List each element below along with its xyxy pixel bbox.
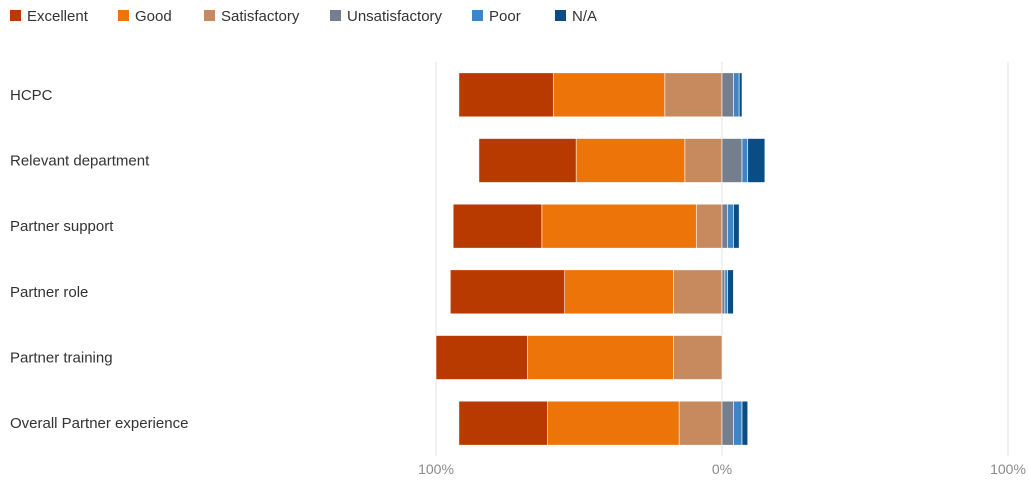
legend[interactable]: Excellent Good Satisfactory Unsatisfactory P… xyxy=(10,8,597,25)
bar-row-partner-training xyxy=(435,335,723,380)
category-label-partner-training: Partner training xyxy=(10,350,113,367)
legend-swatch-good xyxy=(118,10,129,21)
x-tick-label-2: 100% xyxy=(990,461,1026,477)
bar-partner-role-n-a[interactable] xyxy=(727,269,734,315)
category-label-hcpc: HCPC xyxy=(10,87,53,104)
bar-partner-role-excellent[interactable] xyxy=(449,269,565,315)
bar-partner-support-good[interactable] xyxy=(541,203,697,249)
bar-overall-partner-experience-excellent[interactable] xyxy=(458,400,548,446)
bar-hcpc-n-a[interactable] xyxy=(738,72,743,118)
bar-partner-support-unsatisfactory[interactable] xyxy=(721,203,729,249)
bar-relevant-department-n-a[interactable] xyxy=(747,138,766,183)
bar-relevant-department-excellent[interactable] xyxy=(478,138,577,183)
bar-hcpc-satisfactory[interactable] xyxy=(664,72,723,118)
legend-item-excellent[interactable]: Excellent xyxy=(10,8,89,25)
bar-overall-partner-experience-poor[interactable] xyxy=(733,400,743,446)
legend-label-excellent: Excellent xyxy=(27,8,89,25)
category-labels: HCPC Relevant department Partner support Pa… xyxy=(10,87,188,432)
bar-partner-role-poor[interactable] xyxy=(724,269,729,315)
category-label-overall-partner-experience: Overall Partner experience xyxy=(10,415,188,432)
bar-partner-training-satisfactory[interactable] xyxy=(673,335,723,380)
legend-label-unsatisfactory: Unsatisfactory xyxy=(347,8,443,25)
bar-overall-partner-experience-good[interactable] xyxy=(547,400,680,446)
gridlines xyxy=(435,62,1009,456)
legend-item-unsatisfactory[interactable]: Unsatisfactory xyxy=(330,8,443,25)
bar-relevant-department-unsatisfactory[interactable] xyxy=(721,138,743,183)
bar-partner-training-excellent[interactable] xyxy=(435,335,528,380)
bar-partner-role-satisfactory[interactable] xyxy=(673,269,723,315)
legend-label-satisfactory: Satisfactory xyxy=(221,8,300,25)
bar-row-partner-role xyxy=(449,269,734,315)
bar-relevant-department-satisfactory[interactable] xyxy=(684,138,723,183)
legend-item-good[interactable]: Good xyxy=(118,8,172,25)
bar-overall-partner-experience-satisfactory[interactable] xyxy=(678,400,723,446)
category-label-partner-support: Partner support xyxy=(10,218,114,235)
legend-label-poor: Poor xyxy=(489,8,521,25)
bar-partner-support-poor[interactable] xyxy=(727,203,734,249)
bar-hcpc-good[interactable] xyxy=(552,72,666,118)
bar-relevant-department-good[interactable] xyxy=(575,138,686,183)
bar-partner-role-unsatisfactory[interactable] xyxy=(721,269,726,315)
legend-swatch-n-a xyxy=(555,10,566,21)
legend-swatch-unsatisfactory xyxy=(330,10,341,21)
bar-row-hcpc xyxy=(458,72,743,118)
legend-label-good: Good xyxy=(135,8,172,25)
legend-label-n-a: N/A xyxy=(572,8,597,25)
legend-swatch-excellent xyxy=(10,10,21,21)
x-tick-label-1: 0% xyxy=(712,461,732,477)
bar-hcpc-excellent[interactable] xyxy=(458,72,554,118)
legend-item-n-a[interactable]: N/A xyxy=(555,8,597,25)
legend-item-satisfactory[interactable]: Satisfactory xyxy=(204,8,300,25)
legend-item-poor[interactable]: Poor xyxy=(472,8,521,25)
bar-overall-partner-experience-unsatisfactory[interactable] xyxy=(721,400,734,446)
legend-swatch-satisfactory xyxy=(204,10,215,21)
bar-hcpc-unsatisfactory[interactable] xyxy=(721,72,734,118)
category-label-relevant-department: Relevant department xyxy=(10,153,150,170)
bar-overall-partner-experience-n-a[interactable] xyxy=(741,400,749,446)
bar-row-overall-partner-experience xyxy=(458,400,749,446)
bar-partner-training-good[interactable] xyxy=(527,335,674,380)
x-axis-ticks: 100% 0% 100% xyxy=(418,461,1026,477)
bar-partner-support-satisfactory[interactable] xyxy=(695,203,723,249)
bar-relevant-department-poor[interactable] xyxy=(741,138,749,183)
x-tick-label-0: 100% xyxy=(418,461,454,477)
bar-hcpc-poor[interactable] xyxy=(733,72,740,118)
bar-partner-role-good[interactable] xyxy=(564,269,674,315)
category-label-partner-role: Partner role xyxy=(10,284,88,301)
bar-partner-support-excellent[interactable] xyxy=(452,203,543,249)
bar-row-partner-support xyxy=(452,203,740,249)
bar-partner-support-n-a[interactable] xyxy=(733,203,740,249)
bar-row-relevant-department xyxy=(478,138,766,183)
legend-swatch-poor xyxy=(472,10,483,21)
bars xyxy=(435,72,766,446)
